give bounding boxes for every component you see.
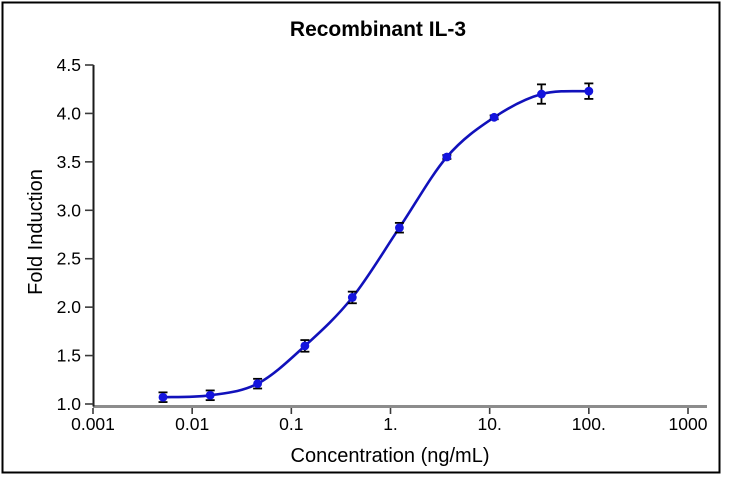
y-tick-label: 4.0 (57, 103, 82, 123)
y-tick-label: 4.5 (57, 55, 81, 75)
data-point-marker (395, 223, 404, 233)
y-tick-label: 1.5 (57, 346, 81, 366)
x-tick-label: 10. (478, 414, 502, 434)
data-point-marker (205, 390, 215, 400)
data-point-marker (489, 112, 499, 122)
x-axis-label: Concentration (ng/mL) (291, 445, 490, 467)
x-tick-label: 1000 (669, 414, 708, 434)
x-tick-label: 0.001 (71, 414, 115, 434)
data-point-marker (253, 379, 263, 389)
x-tick-label: 1. (383, 414, 398, 434)
y-tick-label: 2.0 (57, 297, 82, 317)
data-point-marker (584, 86, 594, 96)
data-point-marker (347, 293, 357, 302)
plot-area: 1.0 1.5 2.0 2.5 3.0 3.5 4.0 4.5 0.001 0.01 0.1 1. 10… (57, 55, 708, 434)
y-tick-label: 3.0 (57, 200, 82, 220)
chart-frame-border (1, 1, 721, 474)
fitted-curve (161, 89, 591, 399)
data-point-marker (158, 392, 168, 402)
data-point-marker (537, 89, 546, 99)
y-tick-label: 2.5 (57, 249, 81, 269)
x-tick-label: 0.01 (175, 414, 209, 434)
y-axis-label: Fold Induction (25, 169, 47, 295)
data-point-marker (442, 152, 452, 162)
x-tick-label: 0.1 (279, 414, 303, 434)
data-point-marker (300, 341, 310, 351)
x-tick-label: 100. (572, 414, 606, 434)
chart-title: Recombinant IL-3 (290, 18, 466, 41)
y-tick-label: 1.0 (57, 394, 82, 414)
y-tick-label: 3.5 (57, 152, 81, 172)
